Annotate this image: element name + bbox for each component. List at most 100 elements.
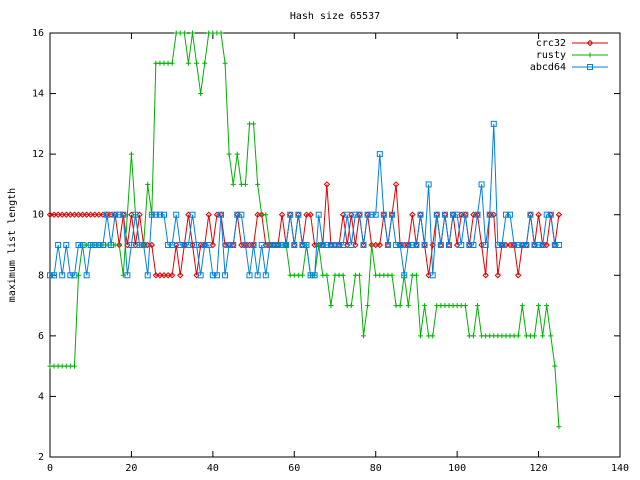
point: [250, 242, 257, 248]
point: [430, 333, 436, 339]
point: [47, 272, 53, 279]
point: [507, 211, 514, 218]
point: [494, 272, 502, 279]
point: [340, 242, 347, 248]
point: [51, 272, 58, 279]
x-tick-label: 100: [448, 463, 466, 474]
point: [144, 272, 151, 279]
point: [59, 272, 66, 279]
point: [527, 211, 534, 218]
point: [222, 60, 228, 66]
point: [295, 211, 302, 218]
point: [152, 272, 160, 279]
point: [79, 211, 86, 218]
point: [380, 211, 387, 218]
point: [213, 272, 220, 279]
point: [429, 272, 436, 279]
point: [586, 39, 594, 47]
point: [55, 242, 62, 248]
point: [433, 211, 440, 218]
point: [519, 242, 526, 248]
point: [128, 151, 134, 157]
point: [364, 211, 371, 218]
point: [218, 211, 224, 218]
point: [340, 272, 346, 278]
point: [71, 363, 77, 369]
point: [441, 211, 448, 218]
point: [234, 151, 240, 157]
point: [275, 242, 281, 248]
point: [75, 211, 82, 218]
point: [104, 211, 110, 218]
point: [547, 211, 554, 218]
point: [234, 211, 241, 218]
point: [365, 303, 371, 309]
point: [202, 60, 208, 66]
point: [124, 272, 131, 279]
point: [555, 242, 562, 248]
point: [336, 242, 343, 248]
point: [194, 60, 200, 66]
y-tick-label: 2: [38, 452, 44, 463]
point: [494, 242, 501, 248]
y-tick-label: 6: [38, 331, 44, 342]
point: [490, 120, 497, 127]
point: [152, 211, 159, 218]
x-tick-label: 40: [207, 463, 219, 474]
point: [242, 242, 249, 248]
point: [108, 242, 115, 248]
point: [307, 211, 314, 218]
point: [446, 242, 452, 248]
point: [299, 272, 305, 278]
point: [95, 242, 102, 248]
point: [515, 272, 522, 279]
point: [54, 211, 62, 218]
point: [413, 242, 420, 248]
point: [169, 60, 175, 66]
point: [59, 211, 66, 218]
point: [279, 242, 286, 248]
point: [303, 242, 310, 248]
legend-label: rusty: [536, 50, 566, 61]
point: [128, 242, 135, 248]
point: [352, 211, 359, 218]
point: [181, 30, 187, 36]
point: [315, 211, 322, 218]
point: [397, 303, 403, 309]
point: [466, 242, 473, 248]
y-tick-label: 12: [32, 149, 44, 160]
point: [539, 242, 546, 248]
point: [327, 242, 334, 248]
point: [531, 242, 538, 248]
point: [417, 211, 424, 218]
point: [209, 272, 216, 279]
point: [185, 60, 191, 66]
point: [409, 242, 416, 248]
y-tick-label: 10: [32, 210, 44, 221]
x-tick-label: 140: [611, 463, 629, 474]
point: [348, 303, 354, 309]
point: [401, 272, 408, 279]
point: [470, 333, 476, 339]
point: [421, 242, 428, 248]
point: [71, 272, 78, 279]
point: [50, 211, 58, 218]
point: [251, 121, 257, 127]
point: [332, 242, 338, 248]
point: [270, 242, 277, 248]
point: [372, 211, 379, 218]
chart-title: Hash size 65537: [290, 11, 380, 22]
point: [156, 272, 164, 279]
point: [218, 30, 224, 36]
point: [226, 151, 232, 157]
point: [71, 211, 78, 218]
point: [145, 181, 151, 187]
point: [222, 272, 229, 279]
point: [177, 242, 184, 248]
point: [376, 241, 383, 249]
point: [95, 211, 103, 218]
point: [519, 303, 525, 309]
point: [165, 242, 172, 248]
point: [535, 211, 542, 218]
point: [255, 181, 261, 187]
